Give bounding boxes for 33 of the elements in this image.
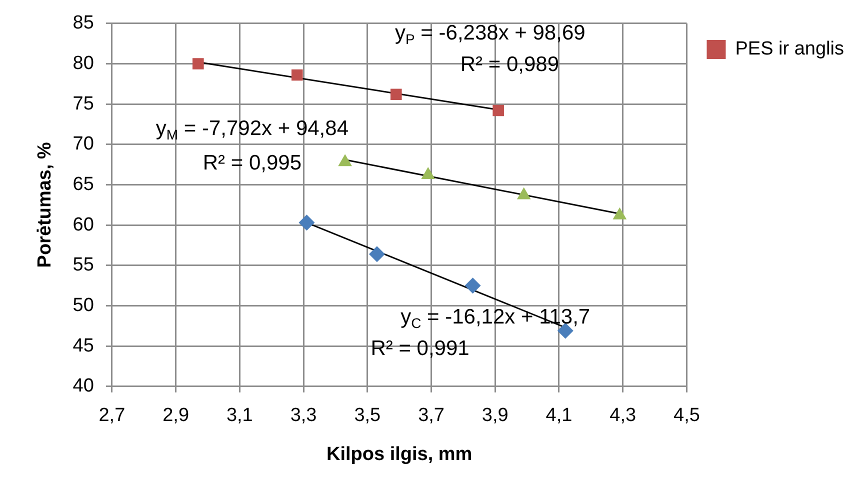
y-tick-label: 45 <box>72 335 94 356</box>
x-tick-label: 2,7 <box>98 405 126 426</box>
y-axis-title: Porėtumas, % <box>34 142 56 268</box>
x-tick-label: 3,5 <box>354 405 381 426</box>
y-tick-label: 60 <box>72 214 94 236</box>
x-tick-label: 4,1 <box>546 405 572 426</box>
x-axis-title: Kilpos ilgis, mm <box>326 444 472 465</box>
x-tick-label: 3,7 <box>418 405 444 426</box>
point <box>192 58 204 70</box>
legend-label: PES ir anglis <box>735 38 844 60</box>
y-tick-label: 85 <box>72 12 94 34</box>
y-tick-label: 65 <box>72 174 94 195</box>
point <box>464 278 481 294</box>
x-tick-label: 4,5 <box>674 405 700 426</box>
x-tick-label: 4,3 <box>610 405 636 426</box>
x-tick-label: 3,3 <box>290 405 317 426</box>
point <box>368 246 385 262</box>
x-tick-label: 3,1 <box>226 405 253 426</box>
point <box>291 69 303 81</box>
x-tick-label: 3,9 <box>482 405 508 426</box>
x-tick-label: 2,9 <box>162 405 190 426</box>
y-tick-label: 50 <box>72 294 94 316</box>
y-tick-label: 75 <box>72 93 94 114</box>
point <box>492 104 504 116</box>
annotation: R² = 0,989 <box>460 52 560 76</box>
y-tick-label: 40 <box>72 376 94 397</box>
point <box>390 88 402 100</box>
annotation: R² = 0,995 <box>202 152 302 175</box>
annotation: R² = 0,991 <box>370 336 470 360</box>
point <box>298 214 315 231</box>
y-tick-label: 70 <box>72 134 94 155</box>
y-tick-label: 55 <box>72 254 94 276</box>
y-tick-label: 80 <box>72 52 94 74</box>
